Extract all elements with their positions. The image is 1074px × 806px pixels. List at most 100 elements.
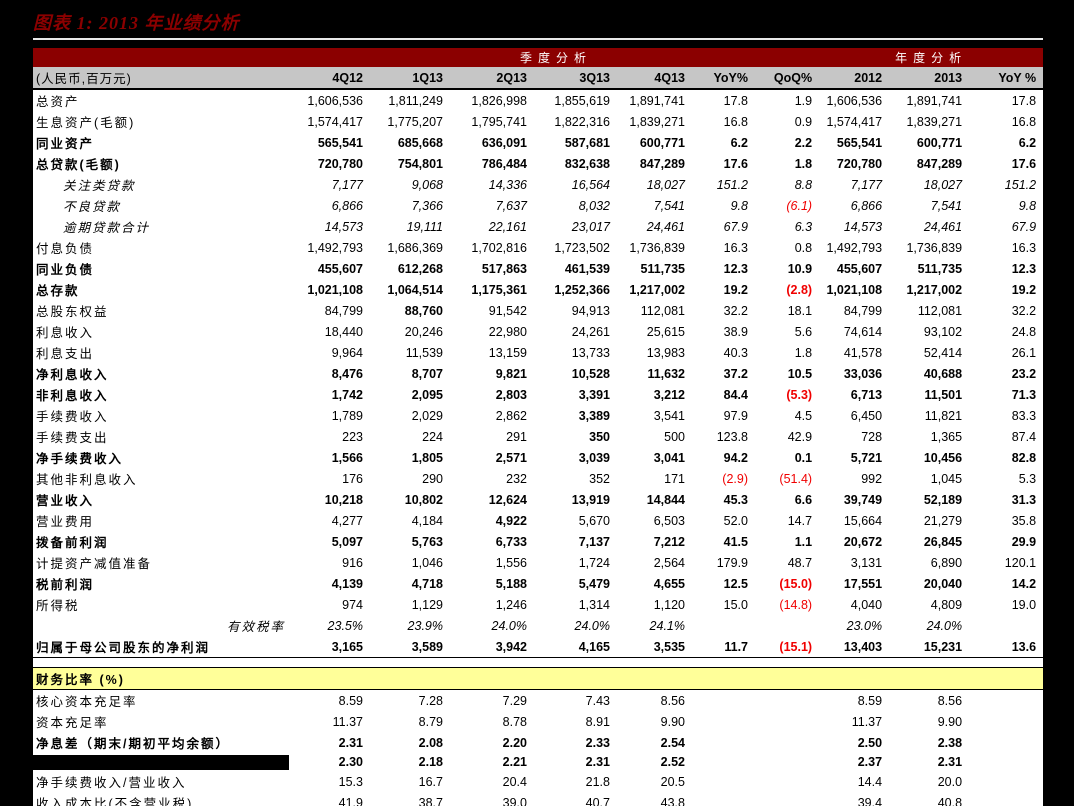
cell: 123.8 <box>716 429 748 444</box>
ratio-section-divider: 财务比率 (%) <box>33 658 1044 690</box>
cell: 8,032 <box>578 198 610 213</box>
cell <box>969 753 1043 771</box>
table-row: 净息差（期末/期初平均余额） 2.31 2.08 2.20 2.33 2.54 2.50 2.… <box>33 732 1043 753</box>
cell: 94,913 <box>571 303 610 318</box>
cell: 1,064,514 <box>387 282 443 297</box>
cell: 22,980 <box>488 324 527 339</box>
cell: 1,574,417 <box>307 114 363 129</box>
cell: 39,749 <box>843 492 883 507</box>
cell: 1,805 <box>411 450 443 465</box>
cell: 1,021,108 <box>826 282 883 297</box>
cell: 26.1 <box>1011 345 1037 360</box>
cell: 33,036 <box>843 366 883 381</box>
cell: 151.2 <box>716 177 748 192</box>
row-label: 关注类贷款 <box>63 179 136 193</box>
cell: 38.9 <box>723 324 748 339</box>
cell: 5,097 <box>331 534 363 549</box>
row-label: 生息资产(毛额) <box>36 116 136 130</box>
cell: 4,139 <box>331 576 363 591</box>
cell: 43.8 <box>660 795 685 806</box>
row-label: 拨备前利润 <box>36 536 109 550</box>
cell: 94.2 <box>723 450 748 465</box>
table-row: 其他非利息收入 176 290 232 352 171 (2.9) (51.4) 992 1,04… <box>33 468 1043 489</box>
cell: 223 <box>342 429 363 444</box>
cell: 6.6 <box>794 492 813 507</box>
cell: 17,551 <box>843 576 883 591</box>
cell: 600,771 <box>916 135 963 150</box>
cell: 0.9 <box>794 114 813 129</box>
cell: 1,736,839 <box>906 240 963 255</box>
cell <box>692 615 755 636</box>
cell: 19.2 <box>1011 282 1037 297</box>
cell: 84,799 <box>324 303 363 318</box>
cell: 4,718 <box>411 576 443 591</box>
cell: (15.0) <box>779 576 813 591</box>
cell: 5,479 <box>578 576 610 591</box>
cell: 1,175,361 <box>471 282 527 297</box>
cell: 7,177 <box>331 177 363 192</box>
cell: 26,845 <box>923 534 963 549</box>
cell: 6,503 <box>653 513 685 528</box>
cell: 40.7 <box>585 795 610 806</box>
table-row: 净手续费收入 1,566 1,805 2,571 3,039 3,041 94.2 0.1 5,… <box>33 447 1043 468</box>
table-row: 净手续费收入/营业收入 15.3 16.7 20.4 21.8 20.5 14.4 20.0 <box>33 771 1043 792</box>
cell: 1,365 <box>930 429 963 444</box>
cell: 1,795,741 <box>471 114 527 129</box>
row-label: 付息负债 <box>36 242 95 256</box>
cell: 42.9 <box>787 429 813 444</box>
cell: 84.4 <box>723 387 748 402</box>
cell: 587,681 <box>564 135 610 150</box>
cell: 1,021,108 <box>307 282 363 297</box>
cell: 754,801 <box>397 156 443 171</box>
cell: 14,336 <box>488 177 527 192</box>
table-row: 利息收入 18,440 20,246 22,980 24,261 25,615 38.9 5.… <box>33 321 1043 342</box>
row-label: 利息支出 <box>36 347 95 361</box>
cell: 8.56 <box>660 693 685 708</box>
cell: 10,456 <box>923 450 963 465</box>
row-label: 其他非利息收入 <box>36 473 138 487</box>
cell: 3,541 <box>653 408 685 423</box>
cell: 6,713 <box>850 387 883 402</box>
cell: 8.59 <box>857 693 883 708</box>
cell: 21.8 <box>585 774 610 789</box>
column-header: YoY% <box>692 67 755 90</box>
column-header: 3Q13 <box>534 67 617 90</box>
cell: 3,131 <box>850 555 883 570</box>
cell <box>755 792 819 806</box>
cell: 2.33 <box>585 735 610 750</box>
cell <box>755 732 819 753</box>
group-header-quarterly: 季度分析 <box>293 48 820 67</box>
redaction-bar <box>33 754 289 770</box>
cell: 5.3 <box>1018 471 1037 486</box>
cell: 2.50 <box>857 735 883 750</box>
cell: 24.0% <box>491 618 527 633</box>
cell: 11.37 <box>851 714 883 729</box>
cell: 52.0 <box>723 513 748 528</box>
cell: 6,866 <box>331 198 363 213</box>
cell: 23.5% <box>327 618 363 633</box>
row-label: 净息差（期末/期初平均余额） <box>36 737 230 751</box>
cell: 16.3 <box>723 240 748 255</box>
cell: 16.7 <box>418 774 443 789</box>
cell: 1,566 <box>331 450 363 465</box>
cell: 67.9 <box>723 219 748 234</box>
figure-title: 图表 1: 2013 年业绩分析 <box>33 13 240 33</box>
cell: 71.3 <box>1011 387 1037 402</box>
cell: 13.6 <box>969 636 1044 658</box>
cell: 23.9% <box>407 618 443 633</box>
row-label: 净利息收入 <box>36 368 109 382</box>
cell: 10,218 <box>324 492 363 507</box>
row-label: 有效税率 <box>226 620 285 634</box>
cell: 39.0 <box>502 795 527 806</box>
title-divider <box>33 38 1043 40</box>
cell: 2.31 <box>937 755 963 769</box>
row-label: 总存款 <box>36 284 80 298</box>
cell: 13,919 <box>571 492 610 507</box>
cell: 171 <box>664 471 685 486</box>
table-row: 非利息收入 1,742 2,095 2,803 3,391 3,212 84.4 (5.3) 6… <box>33 384 1043 405</box>
cell: 517,863 <box>481 261 527 276</box>
cell <box>755 615 819 636</box>
cell: 32.2 <box>723 303 748 318</box>
cell: 1,120 <box>653 597 685 612</box>
cell: 1,217,002 <box>906 282 963 297</box>
